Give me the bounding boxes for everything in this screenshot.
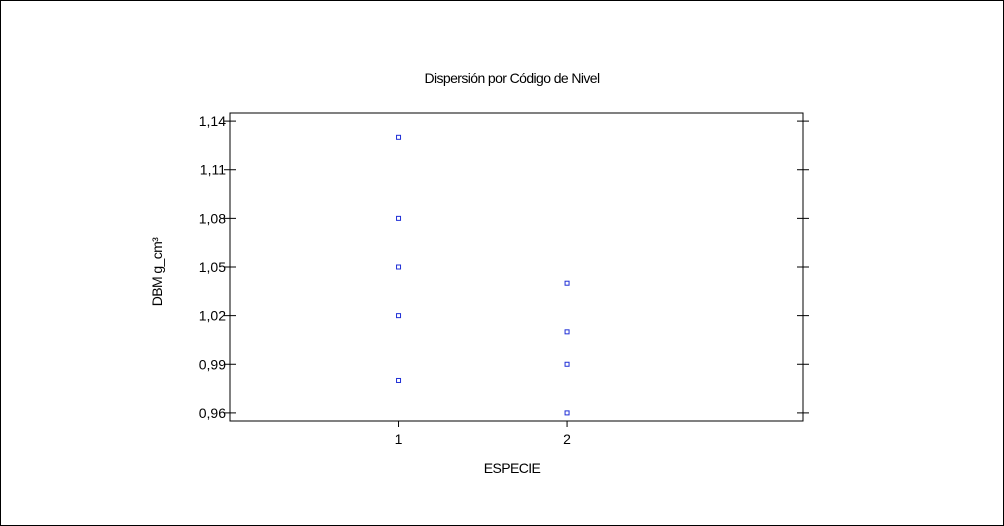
y-axis-label: DBM g_cm³ (149, 237, 165, 306)
data-point (396, 134, 402, 140)
data-point (564, 280, 570, 286)
data-point (564, 329, 570, 335)
data-points (396, 134, 570, 416)
y-tick-label: 1,02 (199, 308, 226, 324)
plot-area (229, 112, 804, 422)
y-tick-label: 0,99 (199, 356, 226, 372)
data-point (396, 377, 402, 383)
x-tick-label: 2 (563, 431, 571, 447)
y-axis: 0,96 0,99 1,02 1,05 1,08 1,11 1,14 (199, 113, 809, 421)
data-point (396, 264, 402, 270)
y-tick-label: 0,96 (199, 405, 226, 421)
y-tick-label: 1,14 (199, 113, 226, 129)
data-point (564, 361, 570, 367)
data-point (564, 410, 570, 416)
data-point (396, 215, 402, 221)
x-tick-label: 1 (395, 431, 403, 447)
x-axis-label: ESPECIE (484, 460, 541, 476)
y-tick-label: 1,08 (199, 210, 226, 226)
y-tick-label: 1,11 (200, 162, 226, 178)
chart-title: Dispersión por Código de Nivel (425, 70, 600, 86)
data-point (396, 313, 402, 319)
y-tick-label: 1,05 (199, 259, 226, 275)
